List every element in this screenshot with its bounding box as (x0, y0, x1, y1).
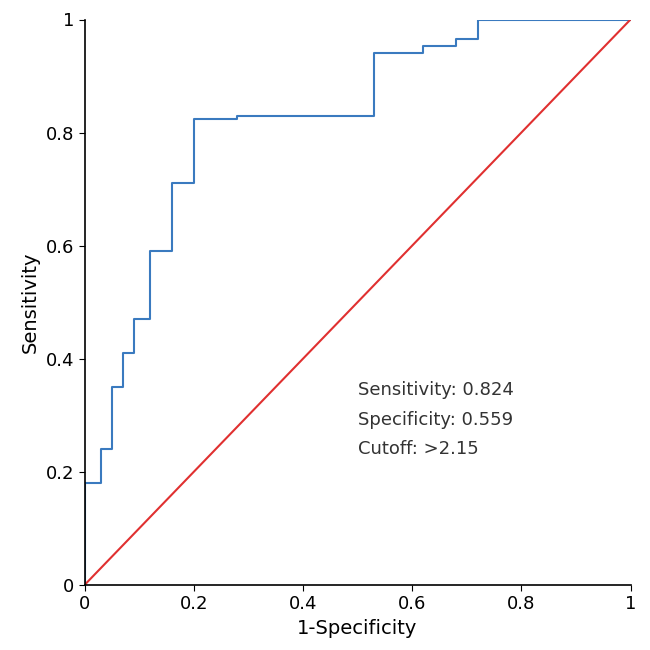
Text: Sensitivity: 0.824
Specificity: 0.559
Cutoff: >2.15: Sensitivity: 0.824 Specificity: 0.559 Cu… (358, 382, 514, 458)
Y-axis label: Sensitivity: Sensitivity (21, 252, 40, 353)
X-axis label: 1-Specificity: 1-Specificity (297, 619, 418, 638)
